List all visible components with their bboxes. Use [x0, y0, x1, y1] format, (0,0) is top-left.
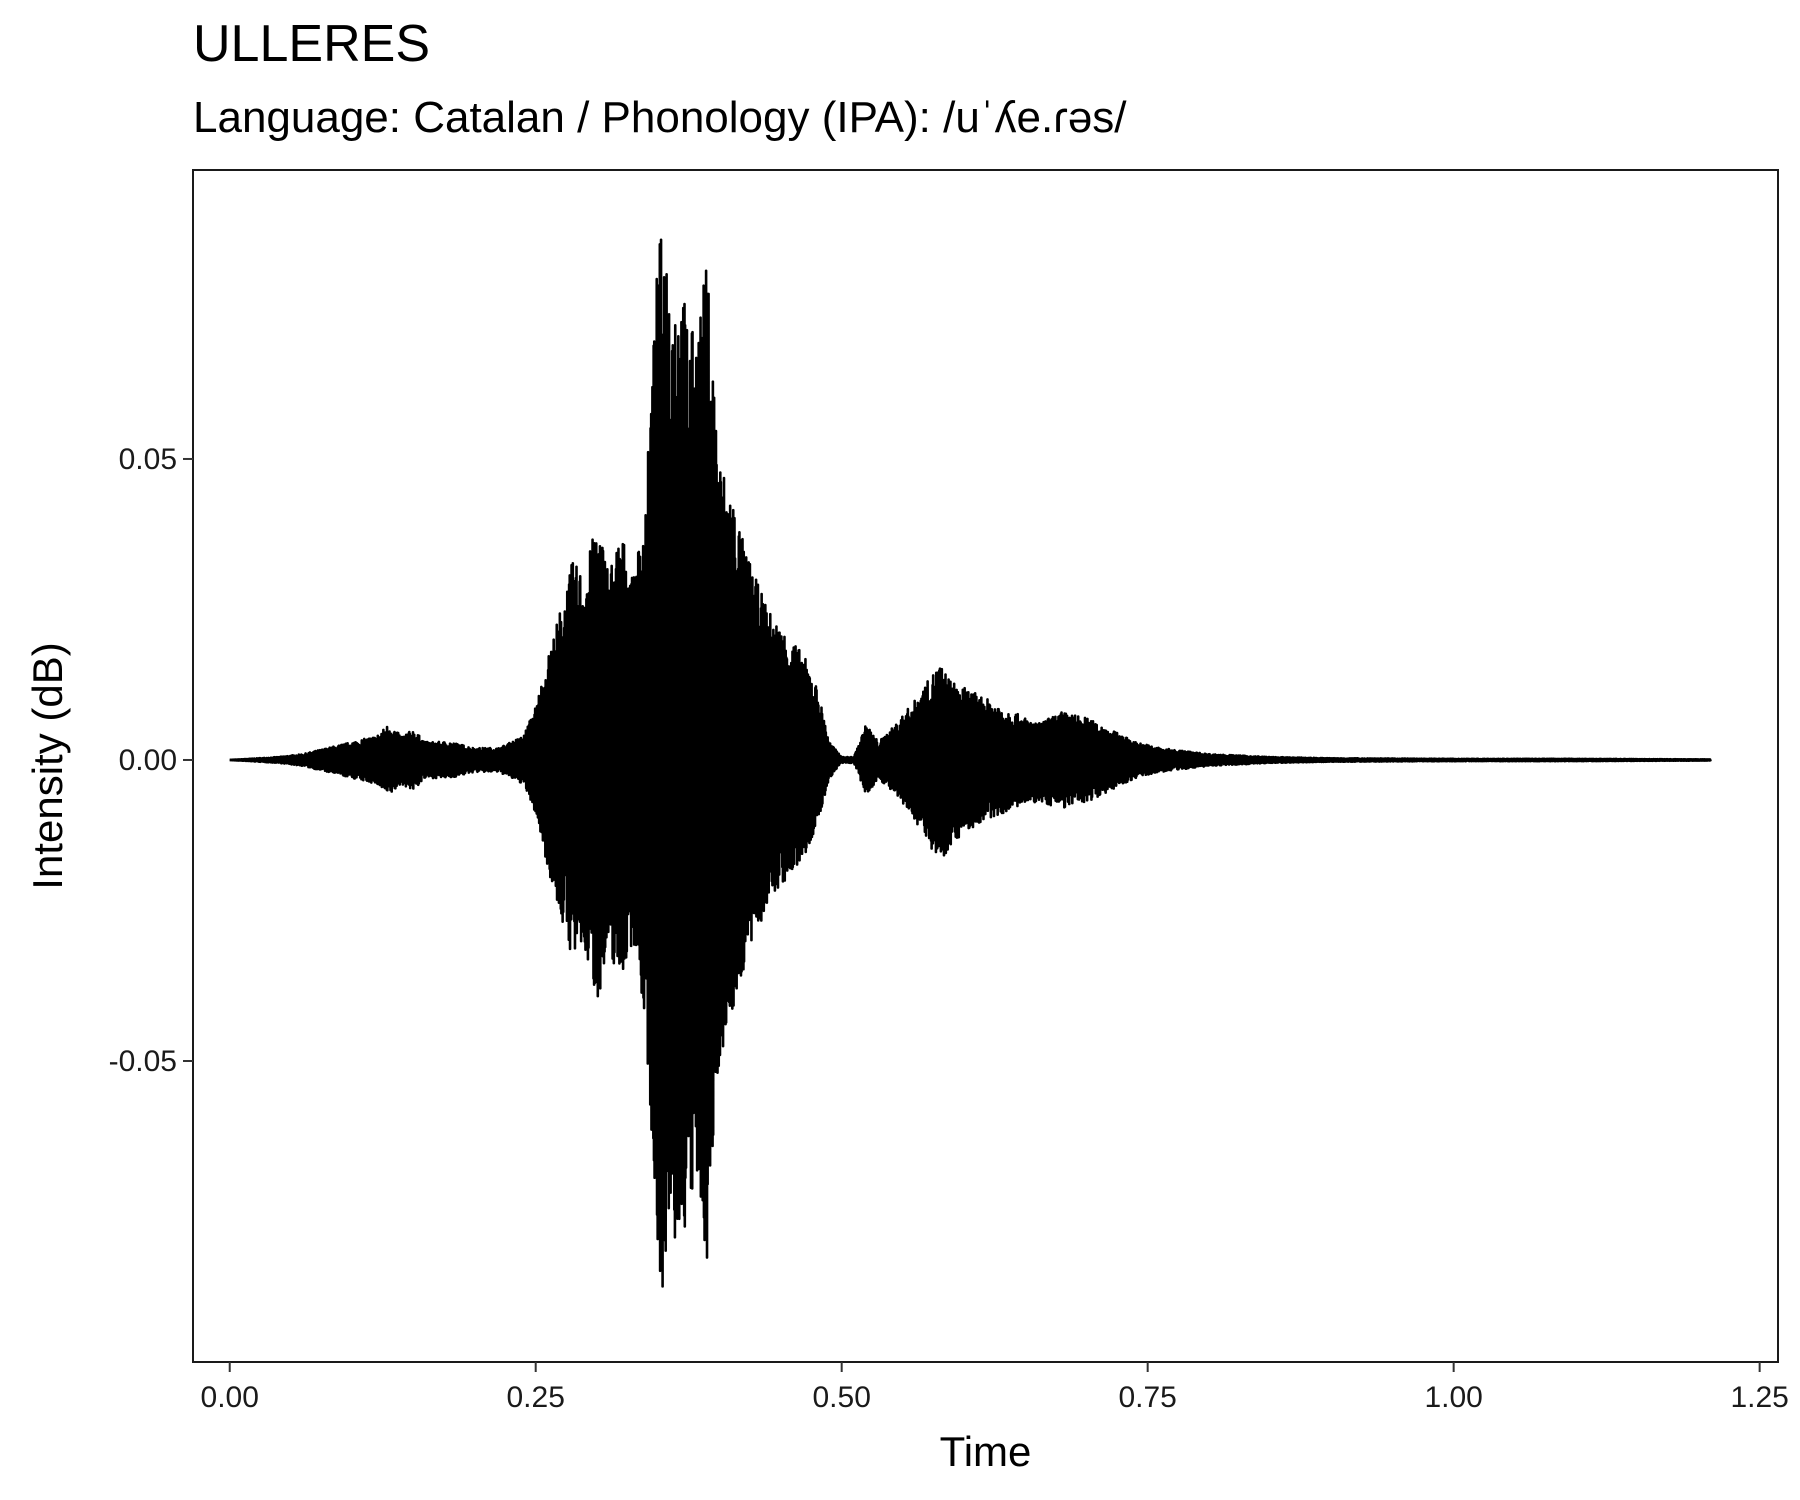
x-tick-label: 1.00 [1424, 1381, 1482, 1414]
x-tick-label: 0.75 [1118, 1381, 1176, 1414]
y-tick-label: 0.05 [119, 443, 177, 476]
plot-panel-border [192, 169, 1779, 1363]
x-tick-label: 0.25 [507, 1381, 565, 1414]
y-axis-title: Intensity (dB) [24, 642, 71, 889]
x-axis: 0.00 0.25 0.50 0.75 1.00 1.25 [201, 1362, 1789, 1414]
y-tick-label: 0.00 [119, 744, 177, 777]
chart-subtitle: Language: Catalan / Phonology (IPA): /uˈ… [193, 93, 1127, 142]
x-tick-label: 0.00 [201, 1381, 259, 1414]
x-axis-title: Time [940, 1428, 1032, 1475]
y-tick-label: -0.05 [109, 1045, 177, 1078]
x-tick-label: 0.50 [812, 1381, 870, 1414]
waveform-line [228, 238, 1712, 1288]
x-tick-label: 1.25 [1730, 1381, 1788, 1414]
y-axis: -0.05 0.00 0.05 [109, 443, 193, 1078]
waveform-series [228, 238, 1712, 1288]
chart-title: ULLERES [193, 15, 430, 73]
